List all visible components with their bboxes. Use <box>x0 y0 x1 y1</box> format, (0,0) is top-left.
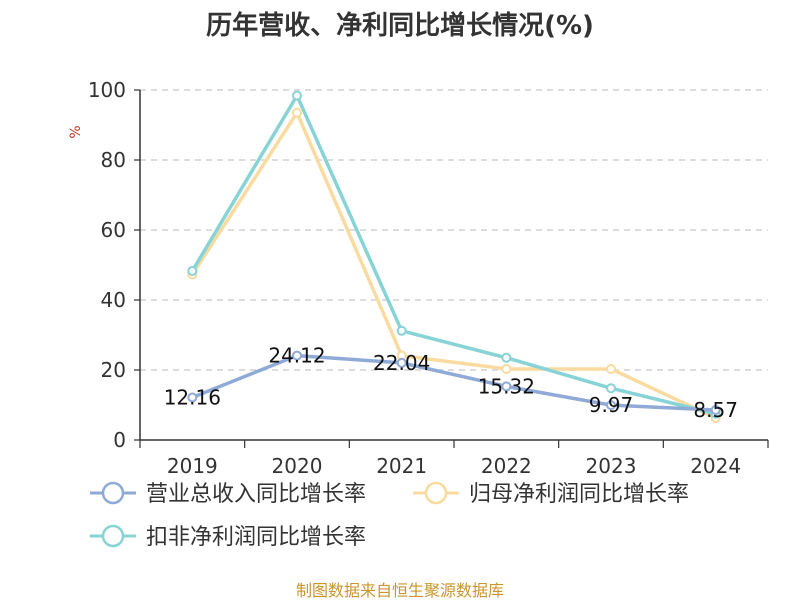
series-line-2 <box>190 93 717 416</box>
series-point-0 <box>606 400 616 411</box>
series-point-1 <box>501 363 512 374</box>
x-tick-label: 2019 <box>167 454 218 478</box>
x-tick-label: 2021 <box>376 454 427 478</box>
series-point-2 <box>606 383 616 394</box>
series-layer <box>187 90 721 423</box>
series-line-1 <box>190 111 717 420</box>
series-point-2 <box>501 352 512 363</box>
legend-label: 营业总收入同比增长率 <box>146 482 366 507</box>
data-labels: 12.16 24.12 22.04 15.32 9.97 8.57 <box>164 344 738 422</box>
data-label: 15.32 <box>478 374 535 398</box>
y-tick-label: 40 <box>101 288 126 312</box>
y-axis-unit: % <box>68 125 84 138</box>
y-tick-label: 60 <box>101 218 126 242</box>
legend-label: 归母净利润同比增长率 <box>469 482 689 507</box>
series-point-0 <box>292 350 302 361</box>
y-tick-label: 80 <box>101 148 126 172</box>
series-point-0 <box>501 381 512 392</box>
x-tick-label: 2024 <box>690 454 741 478</box>
y-tick-label: 0 <box>113 428 126 452</box>
series-point-1 <box>292 107 302 118</box>
y-tick-label: 100 <box>88 78 126 102</box>
series-point-2 <box>292 90 302 101</box>
series-point-2 <box>396 325 407 336</box>
legend-marker <box>101 524 125 548</box>
y-tick-label: 20 <box>101 358 126 382</box>
axes: 0 20 40 60 80 100 2019 2020 2021 2022 2023 2024 <box>88 78 769 478</box>
legend-marker <box>424 481 448 505</box>
chart-title: 历年营收、净利同比增长情况(%) <box>206 10 594 41</box>
legend-marker <box>101 481 125 505</box>
data-label: 22.04 <box>373 351 430 375</box>
data-label: 12.16 <box>164 385 221 409</box>
legend-item: 扣非净利润同比增长率 <box>90 524 366 550</box>
x-tick-label: 2020 <box>272 454 323 478</box>
series-point-2 <box>187 265 198 276</box>
series-line-0 <box>191 353 716 412</box>
legend-item: 归母净利润同比增长率 <box>413 481 689 507</box>
x-tick-label: 2022 <box>481 454 532 478</box>
source-note: 制图数据来自恒生聚源数据库 <box>296 581 504 600</box>
series-point-1 <box>606 363 616 374</box>
grid-lines <box>140 89 768 371</box>
series-point-0 <box>710 405 721 416</box>
legend-label: 扣非净利润同比增长率 <box>146 525 366 550</box>
x-tick-label: 2023 <box>586 454 637 478</box>
data-label: 8.57 <box>693 398 738 422</box>
legend-item: 营业总收入同比增长率 <box>90 481 366 507</box>
series-point-0 <box>396 357 407 368</box>
data-label: 9.97 <box>589 393 634 417</box>
series-point-0 <box>187 392 198 403</box>
data-label: 24.12 <box>268 344 325 368</box>
